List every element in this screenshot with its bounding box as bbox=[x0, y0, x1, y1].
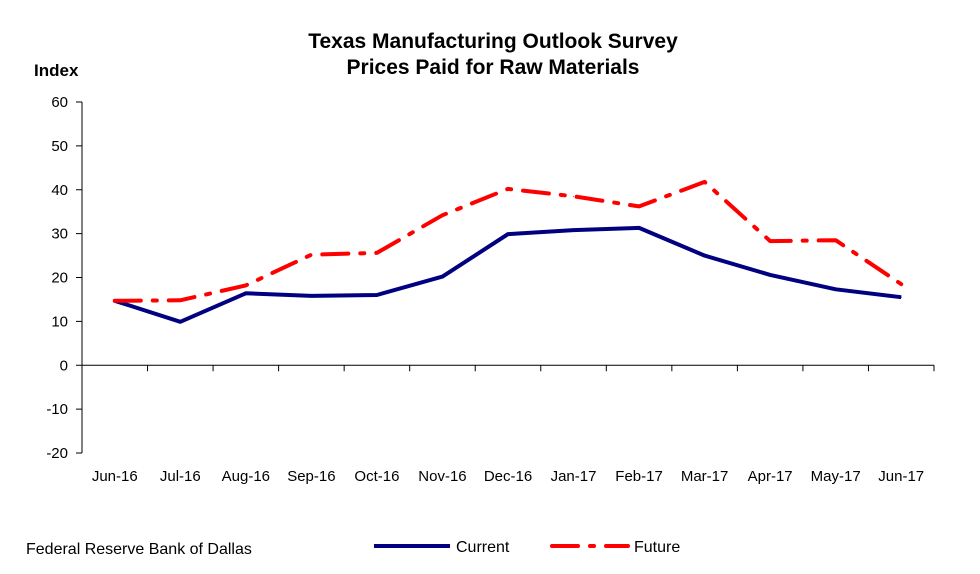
data-point-future bbox=[638, 205, 640, 207]
x-tick-label: Feb-17 bbox=[615, 468, 663, 485]
data-point-future bbox=[310, 254, 312, 256]
data-point-current bbox=[573, 229, 575, 231]
data-point-future bbox=[441, 214, 443, 216]
data-point-current bbox=[441, 276, 443, 278]
legend-label-current: Current bbox=[456, 539, 510, 556]
data-point-current bbox=[769, 274, 771, 276]
x-tick-label: Jun-17 bbox=[878, 468, 924, 485]
x-tick-label: Dec-16 bbox=[484, 468, 532, 485]
data-point-future bbox=[573, 195, 575, 197]
y-tick-label: 60 bbox=[51, 94, 68, 111]
x-tick-label: Nov-16 bbox=[418, 468, 466, 485]
y-tick-label: 50 bbox=[51, 138, 68, 155]
y-tick-label: 0 bbox=[60, 357, 68, 374]
x-tick-label: May-17 bbox=[811, 468, 861, 485]
data-point-future bbox=[835, 239, 837, 241]
legend: Current Future bbox=[374, 539, 680, 556]
data-point-future bbox=[769, 240, 771, 242]
data-point-future bbox=[114, 300, 116, 302]
x-tick-label: Oct-16 bbox=[354, 468, 399, 485]
chart-subtitle: Prices Paid for Raw Materials bbox=[347, 56, 640, 79]
y-tick-label: -10 bbox=[46, 401, 68, 418]
data-point-current bbox=[638, 227, 640, 229]
data-point-current bbox=[704, 255, 706, 257]
x-axis: Jun-16 Jul-16 Aug-16 Sep-16 Oct-16 Nov-16 Dec-… bbox=[81, 364, 935, 485]
data-point-current bbox=[179, 321, 181, 323]
x-tick-label: Jun-16 bbox=[92, 468, 138, 485]
data-point-future bbox=[900, 283, 902, 285]
data-point-current bbox=[376, 294, 378, 296]
y-tick-label: -20 bbox=[46, 445, 68, 462]
data-point-future bbox=[704, 181, 706, 183]
x-tick-label: Aug-16 bbox=[222, 468, 270, 485]
y-tick-label: 30 bbox=[51, 226, 68, 243]
data-point-current bbox=[310, 295, 312, 297]
series-line-future bbox=[112, 179, 904, 303]
y-tick-label: 20 bbox=[51, 270, 68, 287]
source-note: Federal Reserve Bank of Dallas bbox=[26, 541, 252, 558]
data-point-future bbox=[376, 252, 378, 254]
x-tick-label: Jan-17 bbox=[551, 468, 597, 485]
y-axis: -20 -10 0 10 20 30 40 50 60 bbox=[46, 94, 83, 462]
x-tick-label: Jul-16 bbox=[160, 468, 201, 485]
data-point-future bbox=[245, 284, 247, 286]
chart-title: Texas Manufacturing Outlook Survey bbox=[308, 30, 678, 53]
x-tick-label: Sep-16 bbox=[287, 468, 335, 485]
x-tick-label: Mar-17 bbox=[681, 468, 729, 485]
data-point-current bbox=[835, 288, 837, 290]
y-tick-label: 10 bbox=[51, 313, 68, 330]
y-axis-title: Index bbox=[34, 61, 79, 80]
data-point-current bbox=[507, 233, 509, 235]
legend-label-future: Future bbox=[634, 539, 680, 556]
data-point-current bbox=[900, 296, 902, 298]
data-point-future bbox=[179, 299, 181, 301]
data-point-future bbox=[507, 188, 509, 190]
y-tick-label: 40 bbox=[51, 182, 68, 199]
data-point-current bbox=[245, 292, 247, 294]
series-layer bbox=[112, 179, 904, 324]
x-tick-label: Apr-17 bbox=[748, 468, 793, 485]
